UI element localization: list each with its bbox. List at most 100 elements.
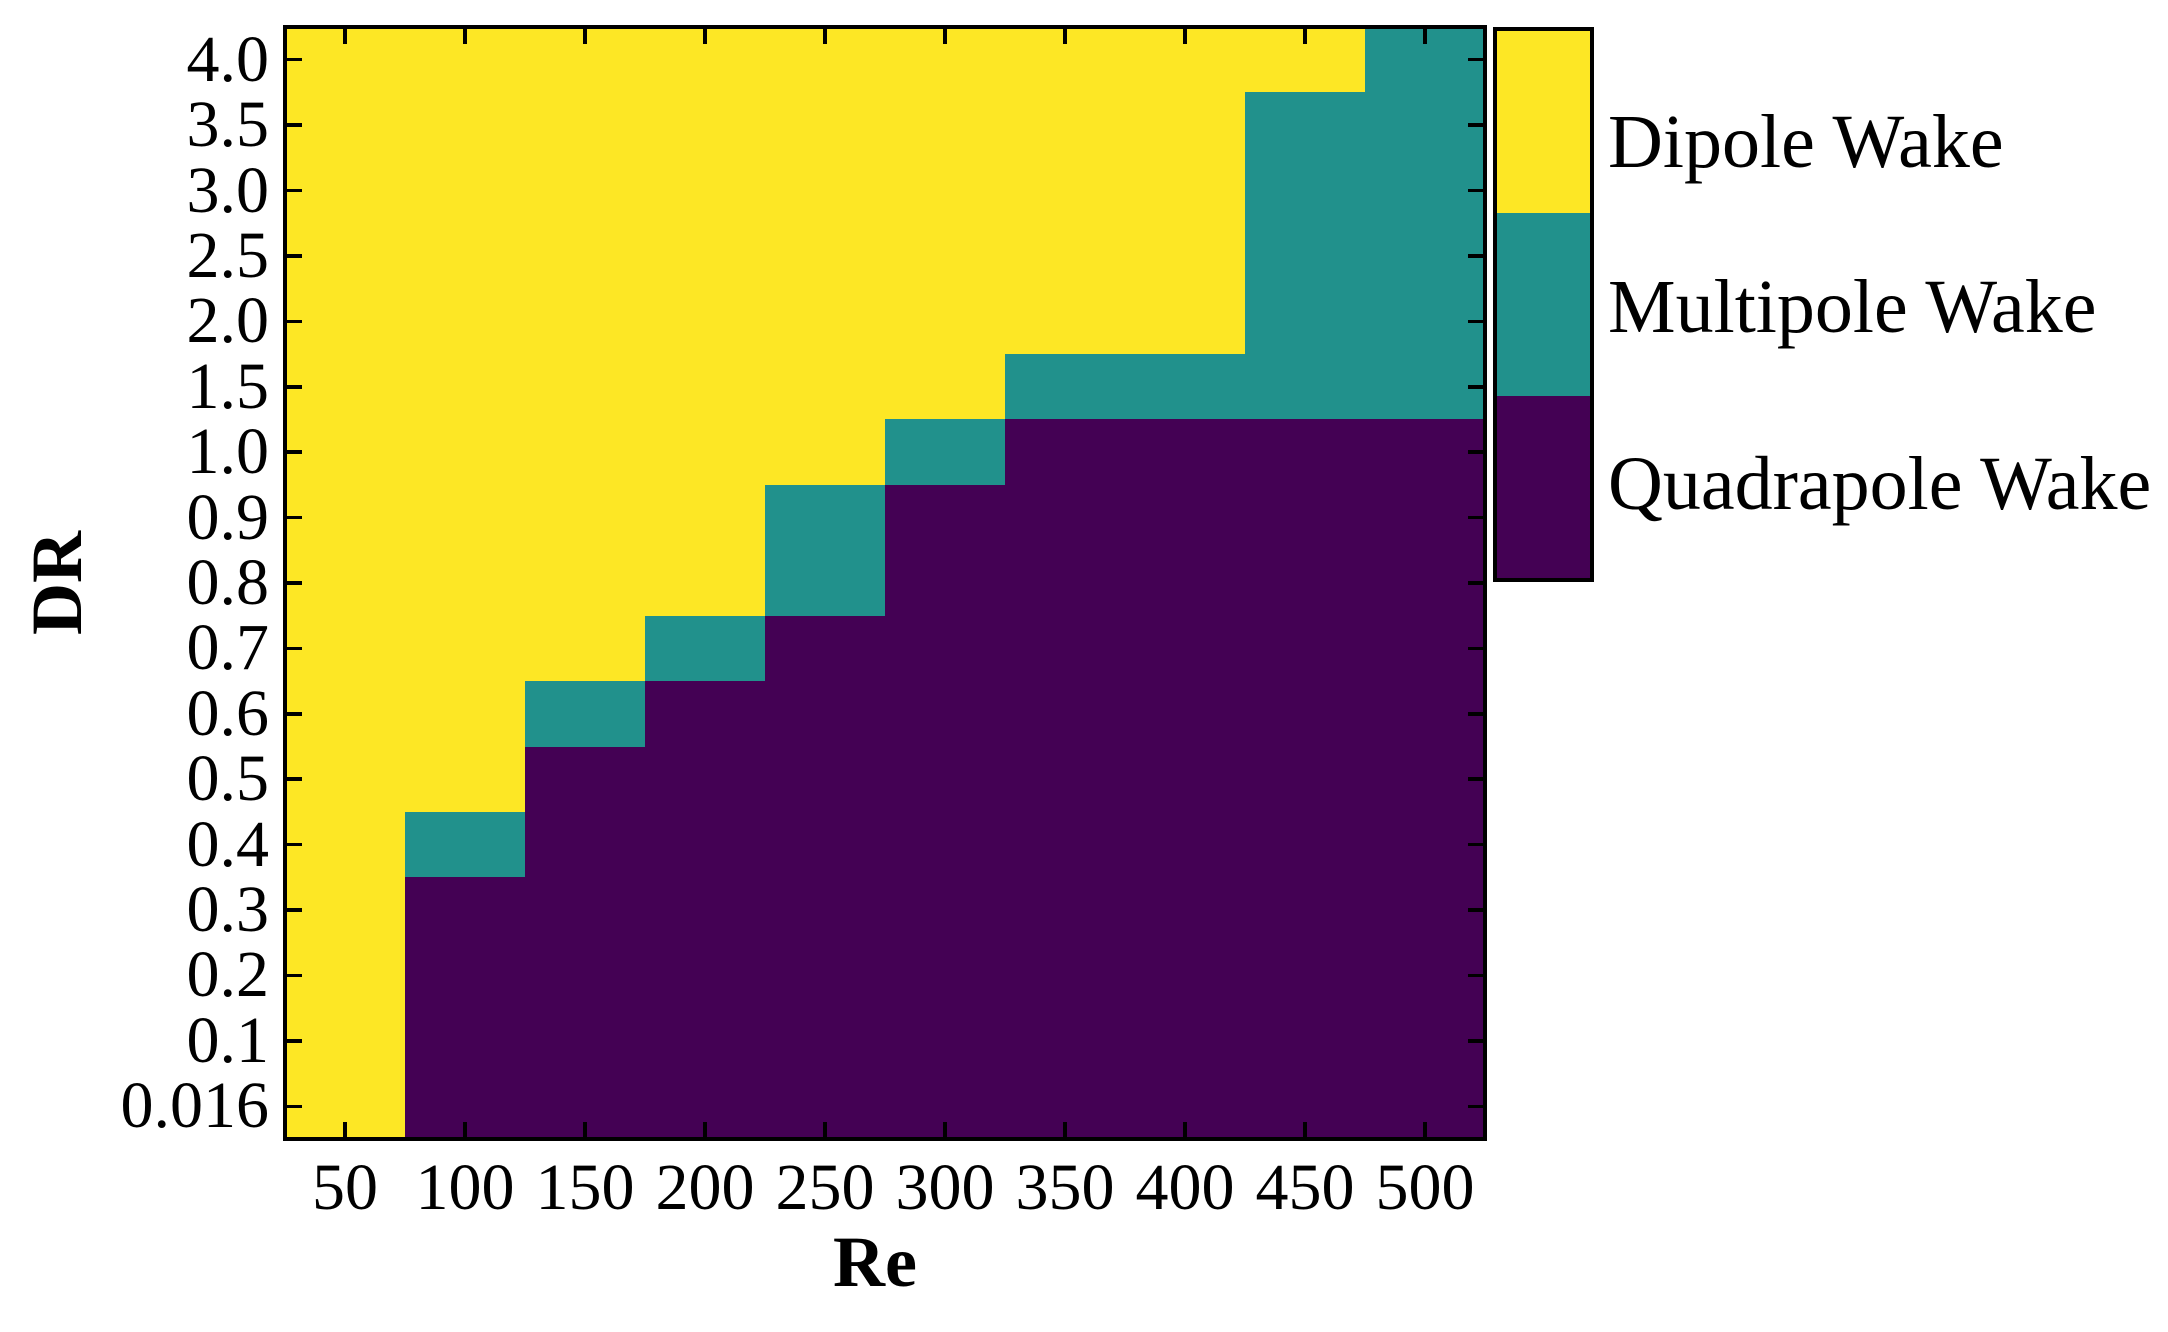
tick-mark [703, 1122, 707, 1139]
tick-mark [1468, 1104, 1485, 1109]
tick-mark [343, 27, 347, 44]
heatmap-cell [1245, 615, 1366, 682]
tick-mark [1468, 581, 1485, 585]
heatmap-cell [765, 811, 886, 878]
heatmap-cell [1365, 419, 1486, 486]
y-tick-label: 0.3 [186, 873, 270, 947]
heatmap-cell [1245, 746, 1366, 813]
tick-mark [1468, 385, 1485, 389]
y-tick-label: 0.7 [186, 611, 270, 685]
heatmap-cell [645, 877, 766, 944]
heatmap-cell [1365, 1008, 1486, 1075]
tick-mark [703, 27, 707, 44]
heatmap-cell [405, 223, 526, 290]
heatmap-cell [1245, 942, 1366, 1009]
heatmap-cell [525, 92, 646, 159]
heatmap-cell [525, 157, 646, 224]
heatmap-cell [1245, 1008, 1366, 1075]
heatmap-cell [1125, 681, 1246, 748]
heatmap-cell [1125, 550, 1246, 617]
heatmap-cell [1125, 615, 1246, 682]
heatmap-cell [405, 877, 526, 944]
heatmap-cell [1245, 223, 1366, 290]
colorbar-segment-quadrapole-wake [1495, 396, 1592, 581]
tick-mark [1468, 1039, 1485, 1043]
heatmap-cell [1125, 746, 1246, 813]
heatmap-cell [1005, 419, 1126, 486]
x-tick-label: 250 [775, 1151, 875, 1224]
x-tick-label: 150 [535, 1151, 635, 1224]
heatmap-cell [885, 92, 1006, 159]
heatmap-cell [645, 419, 766, 486]
y-tick-label: 0.4 [186, 807, 270, 881]
heatmap-cell [1245, 681, 1366, 748]
colorbar-segment-dipole-wake [1495, 29, 1592, 214]
heatmap-cell [645, 942, 766, 1009]
heatmap-cell [1245, 157, 1366, 224]
heatmap-cell [645, 92, 766, 159]
heatmap-cell [405, 746, 526, 813]
heatmap-cell [1005, 877, 1126, 944]
heatmap-cell [645, 1008, 766, 1075]
heatmap-cell [405, 681, 526, 748]
tick-mark [285, 712, 302, 716]
heatmap-cell [1125, 811, 1246, 878]
heatmap-cell [285, 288, 406, 355]
y-tick-label: 3.5 [186, 88, 270, 162]
y-tick-label: 0.6 [186, 676, 270, 750]
heatmap-cell [285, 811, 406, 878]
heatmap-cell [1365, 550, 1486, 617]
heatmap-cell [885, 223, 1006, 290]
heatmap-cell [525, 288, 646, 355]
tick-mark [823, 1122, 827, 1139]
heatmap-cell [1005, 811, 1126, 878]
tick-mark [285, 188, 302, 193]
tick-mark [285, 515, 302, 520]
tick-mark [1468, 515, 1485, 520]
heatmap-cell [885, 877, 1006, 944]
tick-mark [1468, 973, 1485, 978]
heatmap-cell [885, 942, 1006, 1009]
x-tick-label: 200 [655, 1151, 755, 1224]
tick-mark [1423, 27, 1427, 44]
heatmap-cell [1365, 877, 1486, 944]
tick-mark [1468, 646, 1485, 651]
heatmap-cell [405, 1008, 526, 1075]
heatmap-cell [765, 550, 886, 617]
heatmap-cell [765, 746, 886, 813]
heatmap-cell [285, 877, 406, 944]
heatmap-cell [285, 1008, 406, 1075]
heatmap-cell [1365, 223, 1486, 290]
heatmap-cell [1005, 615, 1126, 682]
heatmap-cell [1005, 92, 1126, 159]
y-tick-label: 0.8 [186, 546, 270, 619]
x-axis-label: Re [833, 1226, 917, 1298]
tick-mark [285, 581, 302, 585]
heatmap-cell [765, 92, 886, 159]
heatmap-cell [765, 157, 886, 224]
heatmap-cell [645, 550, 766, 617]
heatmap-cell [525, 550, 646, 617]
heatmap-cell [1245, 484, 1366, 551]
heatmap-cell [765, 877, 886, 944]
heatmap-cell [1125, 877, 1246, 944]
x-tick-label: 400 [1135, 1151, 1235, 1224]
heatmap-cell [285, 223, 406, 290]
heatmap-cell [1005, 942, 1126, 1009]
tick-mark [943, 1122, 947, 1139]
tick-mark [1303, 27, 1307, 44]
heatmap-cell [645, 811, 766, 878]
heatmap-cell [525, 681, 646, 748]
legend-label: Quadrapole Wake [1608, 442, 2152, 526]
legend-label: Multipole Wake [1608, 265, 2097, 349]
tick-mark [1468, 908, 1485, 912]
heatmap-cell [525, 877, 646, 944]
tick-mark [1468, 777, 1485, 781]
heatmap-cell [1005, 681, 1126, 748]
y-axis-label-text: DR [17, 531, 97, 635]
heatmap-cell [525, 615, 646, 682]
y-tick-label: 2.0 [186, 284, 270, 358]
heatmap-cell [765, 223, 886, 290]
tick-mark [583, 1122, 587, 1139]
tick-mark [285, 57, 302, 62]
